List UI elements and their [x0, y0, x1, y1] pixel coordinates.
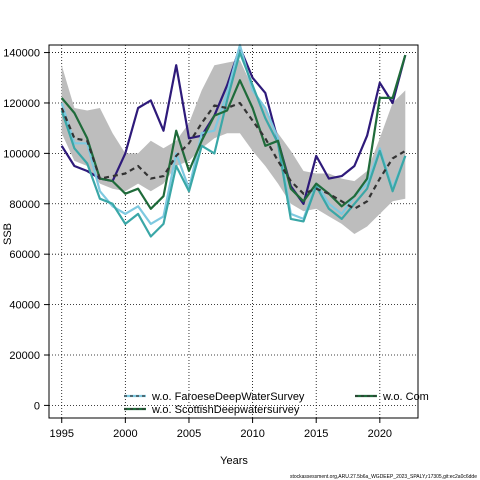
x-axis-label: Years [220, 455, 248, 467]
y-axis-ticks: 0 20000 40000 60000 80000 100000 120000 140000 [3, 48, 49, 412]
plot-frame [48, 44, 419, 419]
legend-label: w.o. Com [382, 391, 429, 403]
x-tick-label: 2020 [368, 428, 392, 440]
grid [49, 45, 418, 418]
series-lines [60, 43, 407, 238]
x-axis-ticks: 1995 2000 2005 2010 2015 2020 [49, 418, 392, 440]
y-tick-label: 40000 [9, 300, 40, 312]
series-line-w-o-scottishdeepwatersurvey [60, 51, 407, 238]
series-line-estimate [60, 101, 406, 210]
series-line-w-o-com [60, 54, 407, 210]
y-tick-label: 0 [34, 400, 40, 412]
y-tick-label: 20000 [9, 350, 40, 362]
legend-label: w.o. ScottishDeepwatersurvey [151, 404, 300, 416]
y-axis-label: SSB [2, 223, 14, 245]
x-tick-label: 1995 [49, 428, 73, 440]
x-tick-label: 2015 [304, 428, 328, 440]
y-tick-label: 60000 [9, 249, 40, 261]
y-tick-label: 80000 [9, 199, 40, 211]
y-tick-label: 140000 [3, 48, 40, 60]
footer-credit: stockassessment.org,ARU.27.5b6a_WGDEEP_2… [290, 474, 477, 480]
legend-label: w.o. FaroeseDeepWaterSurvey [151, 391, 305, 403]
x-tick-label: 2005 [177, 428, 201, 440]
y-tick-label: 100000 [3, 148, 40, 160]
y-tick-label: 120000 [3, 98, 40, 110]
x-tick-label: 2010 [240, 428, 264, 440]
x-tick-label: 2000 [113, 428, 137, 440]
